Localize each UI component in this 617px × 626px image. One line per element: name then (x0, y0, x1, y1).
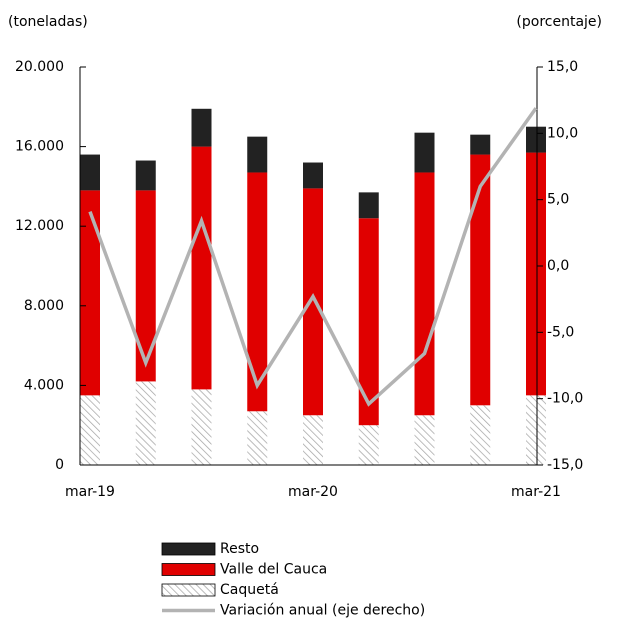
y2-tick-label: -5,0 (547, 324, 574, 340)
bar-segment (135, 381, 156, 465)
bar-segment (358, 218, 379, 426)
y2-tick-label: -15,0 (547, 457, 583, 473)
y-tick-label: 20.000 (15, 59, 64, 75)
bar-segment (526, 395, 546, 465)
y2-tick-label: 0,0 (547, 258, 569, 274)
x-tick-label: mar-19 (65, 484, 115, 500)
bar-segment (470, 405, 491, 465)
line-series (88, 107, 538, 407)
bar-segment (80, 395, 100, 465)
legend-swatch (161, 583, 216, 597)
bar-segment (135, 160, 156, 191)
bar-segment (191, 389, 212, 465)
y-tick-label: 4.000 (24, 377, 64, 393)
bar-segment (470, 154, 491, 406)
bar-segment (414, 415, 435, 465)
bar-segment (191, 146, 212, 390)
bar-segment (247, 136, 268, 173)
bar-segment (303, 188, 323, 416)
bar-segment (191, 108, 212, 147)
bar-segment (80, 154, 100, 191)
y2-tick-label: 5,0 (547, 192, 569, 208)
legend-label: Caquetá (220, 582, 279, 598)
legend-swatch (161, 542, 216, 556)
bar-segment (526, 152, 546, 396)
bar-segment (358, 192, 379, 219)
bar-segment (303, 162, 323, 189)
bar-segment (526, 126, 546, 153)
y-tick-label: 12.000 (15, 218, 64, 234)
y-tick-label: 8.000 (24, 298, 64, 314)
bar-segment (414, 172, 435, 416)
bar-segment (358, 425, 379, 465)
bar-segment (247, 411, 268, 465)
y2-tick-label: -10,0 (547, 391, 583, 407)
bar-segment (135, 190, 156, 382)
y2-tick-label: 15,0 (547, 59, 578, 75)
y2-tick-label: 10,0 (547, 125, 578, 141)
y2-axis-label: (porcentaje) (516, 14, 602, 30)
y-tick-label: 0 (55, 457, 64, 473)
legend-label: Valle del Cauca (220, 562, 327, 578)
legend-label: Variación anual (eje derecho) (220, 603, 425, 619)
y-axis-label: (toneladas) (8, 14, 88, 30)
legend-label: Resto (220, 541, 259, 557)
x-tick-label: mar-20 (288, 484, 338, 500)
x-tick-label: mar-21 (511, 484, 561, 500)
bar-segment (414, 132, 435, 173)
legend-swatch (161, 563, 216, 576)
bar-segment (303, 415, 323, 465)
bar-segment (80, 190, 100, 396)
bar-segment (247, 172, 268, 412)
y-tick-label: 16.000 (15, 139, 64, 155)
bar-segment (470, 134, 491, 155)
